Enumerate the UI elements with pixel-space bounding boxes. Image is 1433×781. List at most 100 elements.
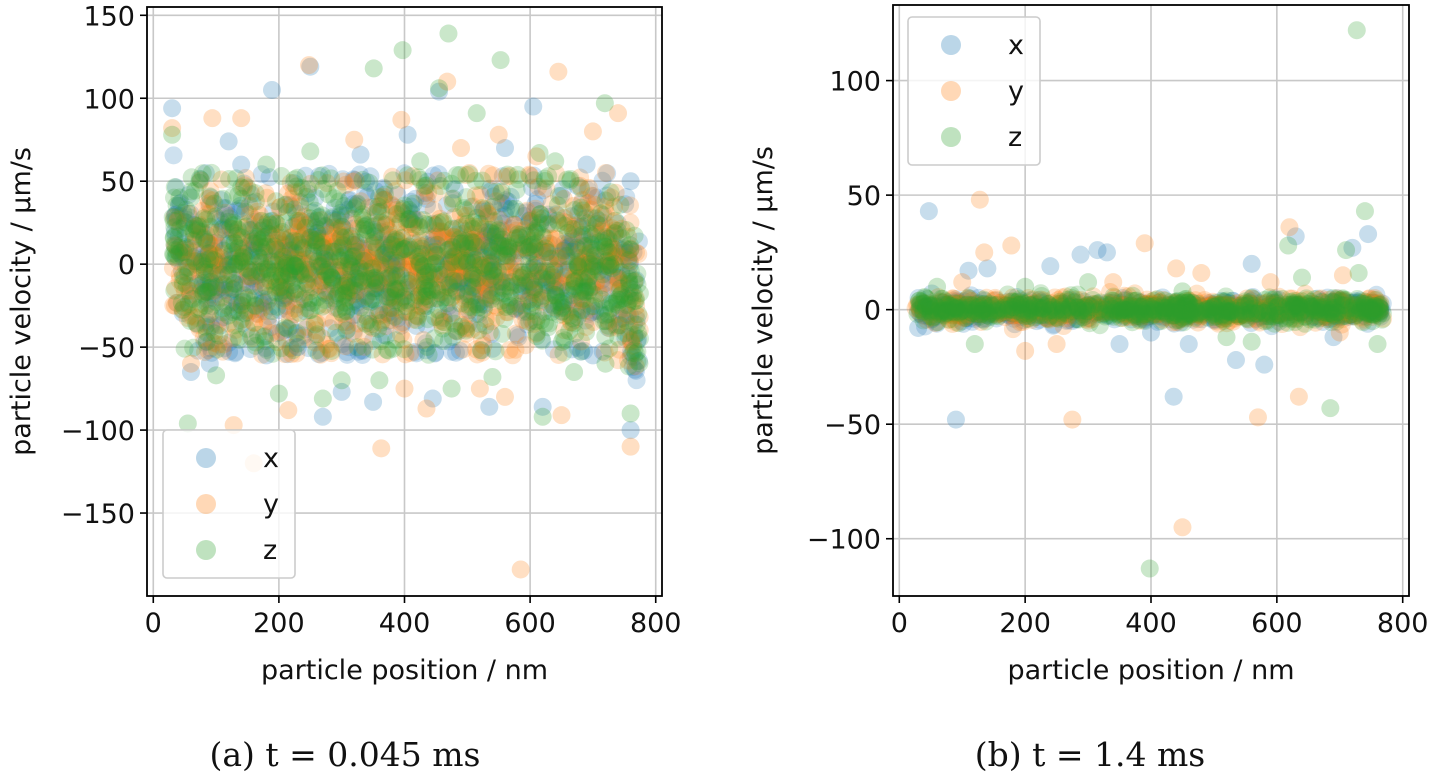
series-x-point bbox=[281, 317, 300, 336]
series-x-point bbox=[470, 304, 489, 323]
series-y-point bbox=[208, 315, 227, 334]
series-x-point bbox=[207, 277, 226, 296]
y-tick-label: −100 bbox=[61, 416, 135, 447]
series-y-point bbox=[473, 256, 492, 275]
series-y-point bbox=[204, 251, 223, 270]
series-x-point bbox=[483, 242, 502, 261]
series-x-point bbox=[398, 241, 417, 260]
series-z-point bbox=[947, 299, 966, 318]
series-x-point bbox=[364, 392, 383, 411]
series-x-point bbox=[179, 238, 198, 257]
series-y-point bbox=[1173, 518, 1192, 537]
series-y-point bbox=[295, 216, 314, 235]
series-y-point bbox=[319, 339, 338, 358]
series-x-point bbox=[251, 278, 270, 297]
series-x-point bbox=[177, 210, 196, 229]
series-y-point bbox=[600, 257, 619, 276]
series-x-point bbox=[377, 253, 396, 272]
series-y-point bbox=[276, 266, 295, 285]
series-x-point bbox=[246, 237, 265, 256]
series-x-point bbox=[486, 286, 505, 305]
series-x-point bbox=[610, 279, 629, 298]
series-y-point bbox=[446, 264, 465, 283]
series-x-point bbox=[498, 277, 517, 296]
series-x-point bbox=[279, 235, 298, 254]
series-y-point bbox=[457, 206, 476, 225]
series-y-point bbox=[479, 232, 498, 251]
series-x-point bbox=[594, 257, 613, 276]
series-x-point bbox=[493, 236, 512, 255]
series-x-point bbox=[437, 229, 456, 248]
series-y-point bbox=[622, 333, 641, 352]
series-y-point bbox=[606, 183, 625, 202]
series-y-point bbox=[442, 304, 461, 323]
x-tick-label: 600 bbox=[504, 608, 556, 639]
series-x-point bbox=[599, 275, 618, 294]
series-y-point bbox=[168, 212, 187, 231]
series-x-point bbox=[266, 241, 285, 260]
series-x-point bbox=[513, 302, 532, 321]
series-y-point bbox=[280, 302, 299, 321]
series-y-point bbox=[230, 236, 249, 255]
series-x-point bbox=[415, 184, 434, 203]
series-x-point bbox=[185, 227, 204, 246]
series-x-point bbox=[416, 334, 435, 353]
series-x-point bbox=[264, 202, 283, 221]
series-x-point bbox=[457, 263, 476, 282]
series-x-point bbox=[313, 255, 332, 274]
series-y-point bbox=[403, 218, 422, 237]
series-y-point bbox=[571, 168, 590, 187]
series-x-point bbox=[569, 240, 588, 259]
series-z-point bbox=[237, 319, 256, 338]
series-y-point bbox=[453, 250, 472, 269]
series-y-point bbox=[180, 281, 199, 300]
series-z-point bbox=[400, 210, 419, 229]
series-x-point bbox=[395, 164, 414, 183]
series-z-point bbox=[418, 310, 437, 329]
series-y-point bbox=[186, 229, 205, 248]
series-y-point bbox=[596, 197, 615, 216]
series-x-point bbox=[508, 326, 527, 345]
series-y-point bbox=[243, 329, 262, 348]
series-z-point bbox=[1229, 305, 1248, 324]
series-y-point bbox=[379, 221, 398, 240]
series-x-point bbox=[545, 299, 564, 318]
series-y-point bbox=[287, 344, 306, 363]
series-y-point bbox=[389, 231, 408, 250]
series-x-point bbox=[478, 222, 497, 241]
series-y-point bbox=[499, 238, 518, 257]
series-x-point bbox=[499, 246, 518, 265]
series-x-point bbox=[534, 268, 553, 287]
series-z-point bbox=[364, 59, 383, 78]
series-y-point bbox=[411, 251, 430, 270]
series-y-point bbox=[395, 379, 414, 398]
series-x-point bbox=[599, 255, 618, 274]
series-y-point bbox=[462, 225, 481, 244]
series-x-point bbox=[567, 297, 586, 316]
series-x-point bbox=[590, 302, 609, 321]
series-z-point bbox=[1286, 294, 1305, 313]
series-y-point bbox=[173, 300, 192, 319]
series-x-point bbox=[545, 282, 564, 301]
series-x-point bbox=[463, 278, 482, 297]
series-x-point bbox=[364, 279, 383, 298]
series-y-point bbox=[589, 284, 608, 303]
series-y-point bbox=[197, 204, 216, 223]
series-x-point bbox=[277, 252, 296, 271]
series-x-point bbox=[293, 241, 312, 260]
series-x-point bbox=[502, 219, 521, 238]
series-x-point bbox=[172, 261, 191, 280]
series-y-point bbox=[179, 240, 198, 259]
series-y-point bbox=[620, 317, 639, 336]
series-x-point bbox=[621, 307, 640, 326]
series-x-point bbox=[484, 255, 503, 274]
series-y-point bbox=[458, 301, 477, 320]
series-x-point bbox=[373, 250, 392, 269]
series-z-point bbox=[582, 297, 601, 316]
series-y-point bbox=[223, 265, 242, 284]
series-y-point bbox=[471, 250, 490, 269]
series-y-point bbox=[491, 219, 510, 238]
series-x-point bbox=[366, 181, 385, 200]
series-x-point bbox=[598, 164, 617, 183]
series-y-point bbox=[487, 308, 506, 327]
